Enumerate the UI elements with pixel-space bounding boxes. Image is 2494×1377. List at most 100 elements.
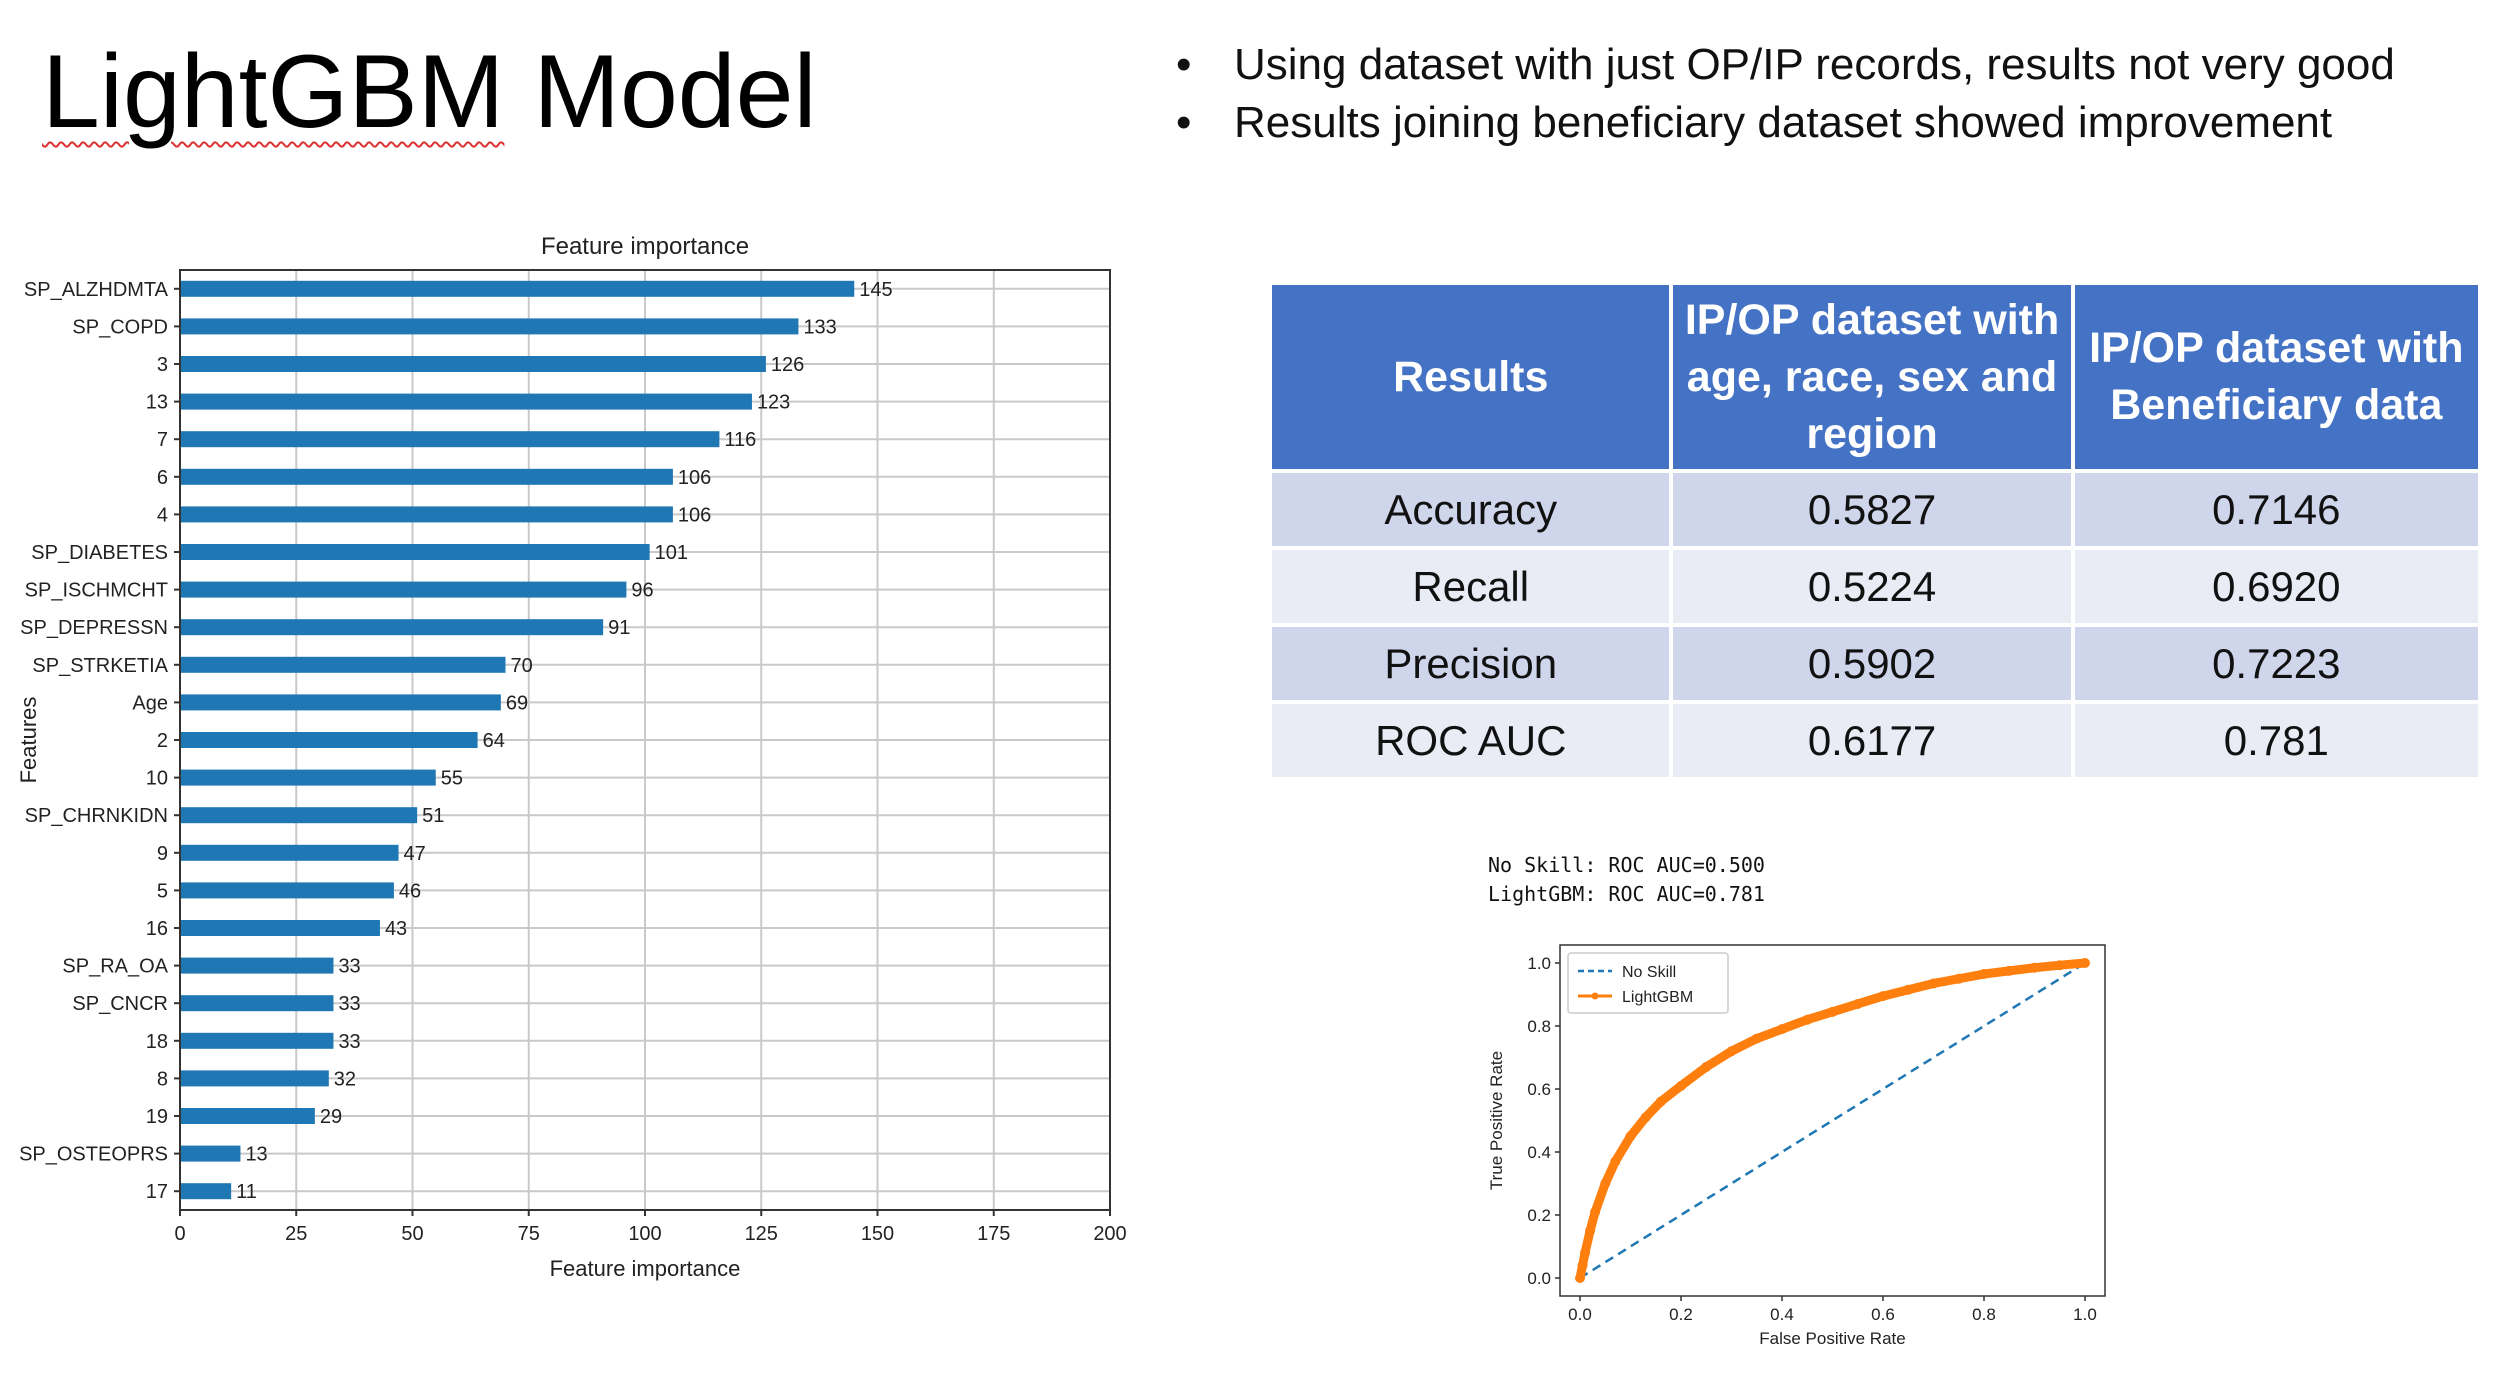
bullet-item: • Using dataset with just OP/IP records, …	[1170, 36, 2395, 94]
roc-lightgbm-point	[1577, 1260, 1588, 1271]
y-tick-label: SP_OSTEOPRS	[19, 1144, 168, 1166]
x-tick-label: 50	[401, 1223, 423, 1245]
bar	[180, 318, 799, 335]
chart-title: Feature importance	[541, 233, 749, 260]
bar-value-label: 106	[678, 467, 711, 489]
bullet-glyph: •	[1176, 40, 1192, 89]
slide-title: LightGBM Model	[42, 30, 817, 155]
bar-value-label: 133	[803, 316, 836, 338]
x-tick-label: 125	[745, 1223, 778, 1245]
roc-lightgbm-point	[1600, 1178, 1611, 1189]
bar-value-label: 11	[236, 1181, 257, 1203]
y-tick-label: SP_COPD	[72, 316, 168, 338]
y-tick-label: SP_CNCR	[72, 993, 168, 1015]
roc-auc-printout: No Skill: ROC AUC=0.500 LightGBM: ROC AUC…	[1488, 851, 1765, 909]
bar	[180, 468, 673, 485]
bar	[180, 807, 418, 824]
y-tick-label: 10	[146, 768, 168, 790]
y-tick-label: 16	[146, 918, 168, 940]
roc-x-tick-label: 0.0	[1568, 1305, 1592, 1324]
y-tick-label: 19	[146, 1106, 168, 1128]
roc-legend-label: No Skill	[1622, 964, 1676, 981]
table-row: ROC AUC 0.6177 0.781	[1272, 704, 2478, 777]
bar-value-label: 145	[859, 279, 892, 301]
bullet-text: Results joining beneficiary dataset show…	[1234, 98, 2333, 147]
x-tick-label: 200	[1093, 1223, 1126, 1245]
y-tick-label: SP_CHRNKIDN	[25, 805, 168, 827]
bar-value-label: 13	[245, 1144, 267, 1166]
roc-lightgbm-point	[2029, 962, 2040, 973]
bullet-list: • Using dataset with just OP/IP records, …	[1170, 36, 2395, 152]
roc-lightgbm-point	[1701, 1061, 1712, 1072]
roc-lightgbm-point	[1676, 1080, 1686, 1091]
roc-lightgbm-point	[1928, 978, 1939, 989]
bar	[180, 957, 334, 974]
y-tick-label: 18	[146, 1031, 168, 1053]
y-tick-label: SP_DEPRESSN	[20, 617, 168, 639]
roc-lightgbm-point	[1610, 1156, 1621, 1167]
bar	[180, 356, 766, 372]
bar-value-label: 32	[334, 1068, 356, 1090]
roc-printout-line: LightGBM: ROC AUC=0.781	[1488, 882, 1765, 906]
roc-lightgbm-point	[1903, 984, 1914, 995]
title-word-model: Model	[504, 34, 817, 150]
roc-x-tick-label: 0.2	[1669, 1305, 1693, 1324]
bar-value-label: 106	[678, 504, 711, 526]
roc-lightgbm-point	[1580, 1247, 1591, 1258]
y-tick-label: 13	[146, 392, 168, 414]
bar	[180, 694, 501, 711]
bar-value-label: 101	[655, 542, 688, 564]
bar	[180, 882, 394, 899]
bar-value-label: 43	[385, 918, 407, 940]
table-cell: Accuracy	[1272, 473, 1670, 546]
roc-lightgbm-point	[1953, 973, 1964, 984]
bar	[180, 1070, 329, 1087]
table-cell: 0.5224	[1673, 550, 2071, 623]
roc-series-no-skill	[1579, 961, 2086, 1280]
roc-lightgbm-point	[2004, 965, 2015, 976]
bar-value-label: 70	[511, 655, 533, 677]
y-tick-label: 17	[146, 1181, 168, 1203]
results-table: Results IP/OP dataset with age, race, se…	[1268, 281, 2482, 781]
bar-value-label: 69	[506, 692, 528, 714]
roc-legend-marker-lightgbm	[1591, 992, 1599, 1000]
table-row: Accuracy 0.5827 0.7146	[1272, 473, 2478, 546]
y-tick-label: Age	[132, 692, 168, 714]
y-tick-label: 9	[157, 843, 168, 865]
roc-lightgbm-point	[1777, 1024, 1787, 1035]
roc-lightgbm-point	[1640, 1112, 1651, 1123]
y-tick-label: SP_ALZHDMTA	[24, 279, 169, 301]
roc-legend-box	[1567, 952, 1729, 1014]
roc-y-tick-label: 0.0	[1527, 1269, 1551, 1288]
bullet-glyph: •	[1176, 98, 1192, 147]
roc-printout-line: No Skill: ROC AUC=0.500	[1488, 853, 1765, 877]
bar-value-label: 55	[441, 768, 463, 790]
y-tick-label: 7	[157, 429, 168, 451]
bar	[180, 920, 380, 936]
roc-y-tick-label: 1.0	[1527, 954, 1551, 973]
roc-lightgbm-point	[1878, 991, 1888, 1002]
bullet-item: • Results joining beneficiary dataset sho…	[1170, 94, 2395, 152]
roc-lightgbm-point	[1979, 969, 1989, 980]
bar	[180, 656, 506, 673]
table-header-cell: IP/OP dataset with age, race, sex and re…	[1673, 285, 2071, 469]
feature-importance-chart: 145SP_ALZHDMTA133SP_COPD1263123131167106…	[16, 233, 1127, 1281]
bar	[180, 544, 650, 560]
roc-lightgbm-point	[1726, 1046, 1737, 1057]
bar	[180, 995, 334, 1012]
table-cell: 0.6920	[2074, 550, 2478, 623]
roc-x-tick-label: 0.4	[1770, 1305, 1794, 1324]
bar	[180, 280, 855, 297]
y-tick-label: 8	[157, 1068, 168, 1090]
bar	[180, 506, 673, 523]
bar	[180, 1108, 315, 1124]
bar	[180, 431, 720, 448]
y-tick-label: SP_STRKETIA	[32, 655, 168, 677]
bar-value-label: 46	[399, 880, 421, 902]
table-cell: 0.5827	[1673, 473, 2071, 546]
bullet-text: Using dataset with just OP/IP records, r…	[1234, 40, 2395, 89]
bar-value-label: 47	[404, 843, 426, 865]
bar	[180, 844, 399, 861]
bar-value-label: 126	[771, 354, 804, 376]
roc-lightgbm-point	[1575, 1273, 1585, 1283]
